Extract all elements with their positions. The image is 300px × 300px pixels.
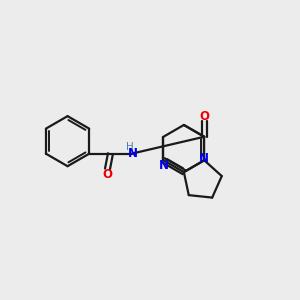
Text: O: O [103,168,112,181]
Text: N: N [159,159,169,172]
Text: O: O [199,110,209,123]
Text: N: N [128,147,138,160]
Text: H: H [126,142,134,152]
Text: N: N [199,152,209,165]
